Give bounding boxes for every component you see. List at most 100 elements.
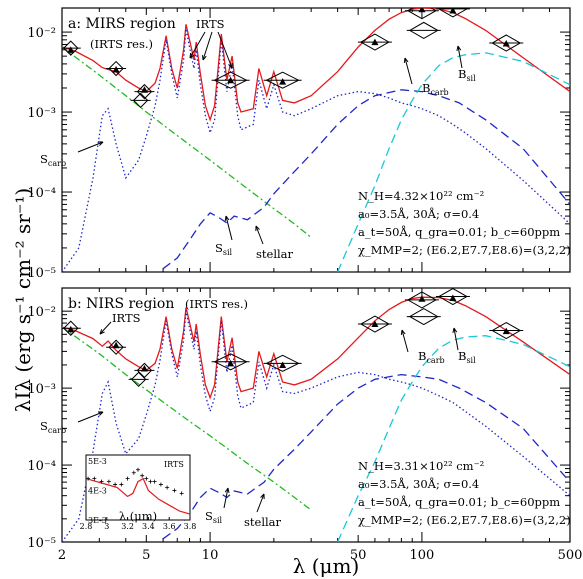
inset-x-tick-label: 3.8 — [184, 522, 197, 531]
x-tick-label: 2 — [58, 548, 66, 563]
series-line — [337, 335, 570, 542]
param-line: a_t=50Å, q_gra=0.01; b_c=60ppm — [358, 495, 560, 509]
annotation-arrowhead — [452, 327, 458, 333]
annotation-arrow — [401, 329, 409, 353]
annotation-arrowhead — [224, 487, 230, 493]
b-carb-label-sub: carb — [430, 88, 448, 97]
annotation-arrow — [77, 141, 104, 153]
x-tick-label: 500 — [558, 548, 583, 563]
s-sil-label-sub: sil — [213, 516, 223, 525]
irts-label: IRTS — [196, 17, 225, 31]
inset-point — [144, 476, 149, 481]
model-triangle — [112, 341, 120, 349]
inset-irts-label: IRTS — [164, 460, 184, 469]
inset-x-tick-label: 3.4 — [142, 522, 155, 531]
annotation-arrow — [202, 31, 213, 61]
model-triangle — [449, 294, 457, 302]
b-carb-label-sub: carb — [426, 356, 444, 365]
annotation-arrow — [453, 327, 459, 351]
inset-point — [86, 476, 91, 481]
x-tick-label: 100 — [410, 548, 435, 563]
inset-point — [92, 476, 97, 481]
annotation-arrow — [225, 215, 233, 241]
inset-x-tick-label: 3.2 — [121, 522, 134, 531]
inset-point — [99, 479, 104, 484]
annotation-arrowhead — [456, 45, 462, 51]
y-tick-label: 10⁻² — [27, 26, 56, 41]
y-tick-label: 10⁻⁴ — [27, 459, 56, 474]
model-triangle — [112, 66, 120, 73]
series-line — [62, 310, 570, 542]
x-tick-label: 10 — [202, 548, 219, 563]
b-sil-label-sub: sil — [466, 356, 476, 365]
inset-point — [165, 485, 170, 490]
inset-point — [131, 470, 136, 475]
inset-point — [106, 479, 111, 484]
model-triangle — [502, 39, 510, 47]
model-triangle — [227, 76, 235, 84]
s-sil-label-sub: sil — [223, 248, 233, 257]
series-line — [162, 89, 570, 270]
inset-point — [113, 482, 118, 487]
y-axis-title: λIλ (erg s⁻¹ cm⁻² sr⁻¹) — [11, 188, 35, 412]
model-triangle — [418, 8, 426, 13]
observation-group — [62, 288, 524, 388]
b-carb-label: Bcarb — [422, 81, 449, 97]
panel-subtitle: (IRTS res.) — [90, 37, 153, 51]
s-sil-label: Ssil — [205, 509, 223, 525]
inset-y-tick-label: 4E-3 — [88, 486, 107, 495]
annotation-arrow — [77, 411, 104, 423]
b-sil-label: Bsil — [458, 349, 476, 365]
inset-point — [136, 467, 140, 472]
annotation-arrowhead — [400, 329, 406, 336]
annotation-arrowhead — [97, 141, 104, 146]
annotation-arrow — [457, 45, 463, 69]
annotation-arrowhead — [260, 493, 265, 500]
y-tick-label: 10⁻² — [27, 305, 56, 320]
inset-point — [119, 482, 124, 487]
annotation-arrowhead — [403, 57, 409, 64]
series-line — [62, 46, 312, 239]
plot-frame — [61, 287, 571, 543]
inset-x-tick-label: 2.8 — [80, 522, 93, 531]
series-line — [337, 52, 570, 272]
model-triangle — [371, 320, 379, 328]
inset-point — [158, 482, 163, 487]
inset-point — [179, 491, 184, 496]
inset-y-tick-label: 3E-3 — [88, 516, 107, 525]
model-triangle — [418, 295, 426, 302]
x-tick-label: 50 — [350, 548, 367, 563]
stellar-label: stellar — [256, 247, 294, 261]
model-triangle — [279, 361, 287, 368]
inset-y-tick-label: 5E-3 — [88, 457, 107, 466]
panel-title: b: NIRS region — [68, 296, 174, 312]
model-triangle — [67, 325, 75, 333]
annotation-arrow — [255, 225, 264, 245]
param-line: a₀=3.5Å, 30Å; σ=0.4 — [358, 207, 479, 221]
annotation-arrowhead — [189, 52, 195, 59]
stellar-label: stellar — [244, 515, 282, 529]
annotation-arrow — [217, 31, 233, 69]
y-tick-label: 10⁻⁵ — [27, 536, 56, 551]
b-sil-label-sub: sil — [466, 74, 476, 83]
y-tick-label: 10⁻⁵ — [27, 266, 56, 281]
series-line — [162, 373, 570, 540]
observation-group — [62, 8, 524, 109]
model-triangle — [279, 78, 287, 85]
inset-x-tick-label: 3.6 — [163, 522, 176, 531]
model-triangle — [140, 364, 148, 372]
annotation-arrow — [256, 493, 265, 513]
annotation-arrowhead — [228, 62, 233, 69]
y-tick-label: 10⁻⁴ — [27, 186, 56, 201]
param-line: N_H=3.31×10²² cm⁻² — [358, 459, 484, 473]
annotation-arrowhead — [99, 329, 105, 335]
b-sil-label: Bsil — [458, 67, 476, 83]
inset-point — [152, 479, 157, 484]
annotation-arrowhead — [255, 225, 260, 232]
plot-frame — [61, 7, 571, 273]
y-tick-label: 10⁻³ — [27, 106, 56, 121]
param-line: a_t=50Å, q_gra=0.01; b_c=60ppm — [358, 225, 560, 239]
panel-a: 10⁻⁵ 10⁻⁴ 10⁻³ 10⁻² a: MIRS region (IRTS res.… — [27, 7, 571, 281]
panel-title: a: MIRS region — [68, 16, 176, 32]
